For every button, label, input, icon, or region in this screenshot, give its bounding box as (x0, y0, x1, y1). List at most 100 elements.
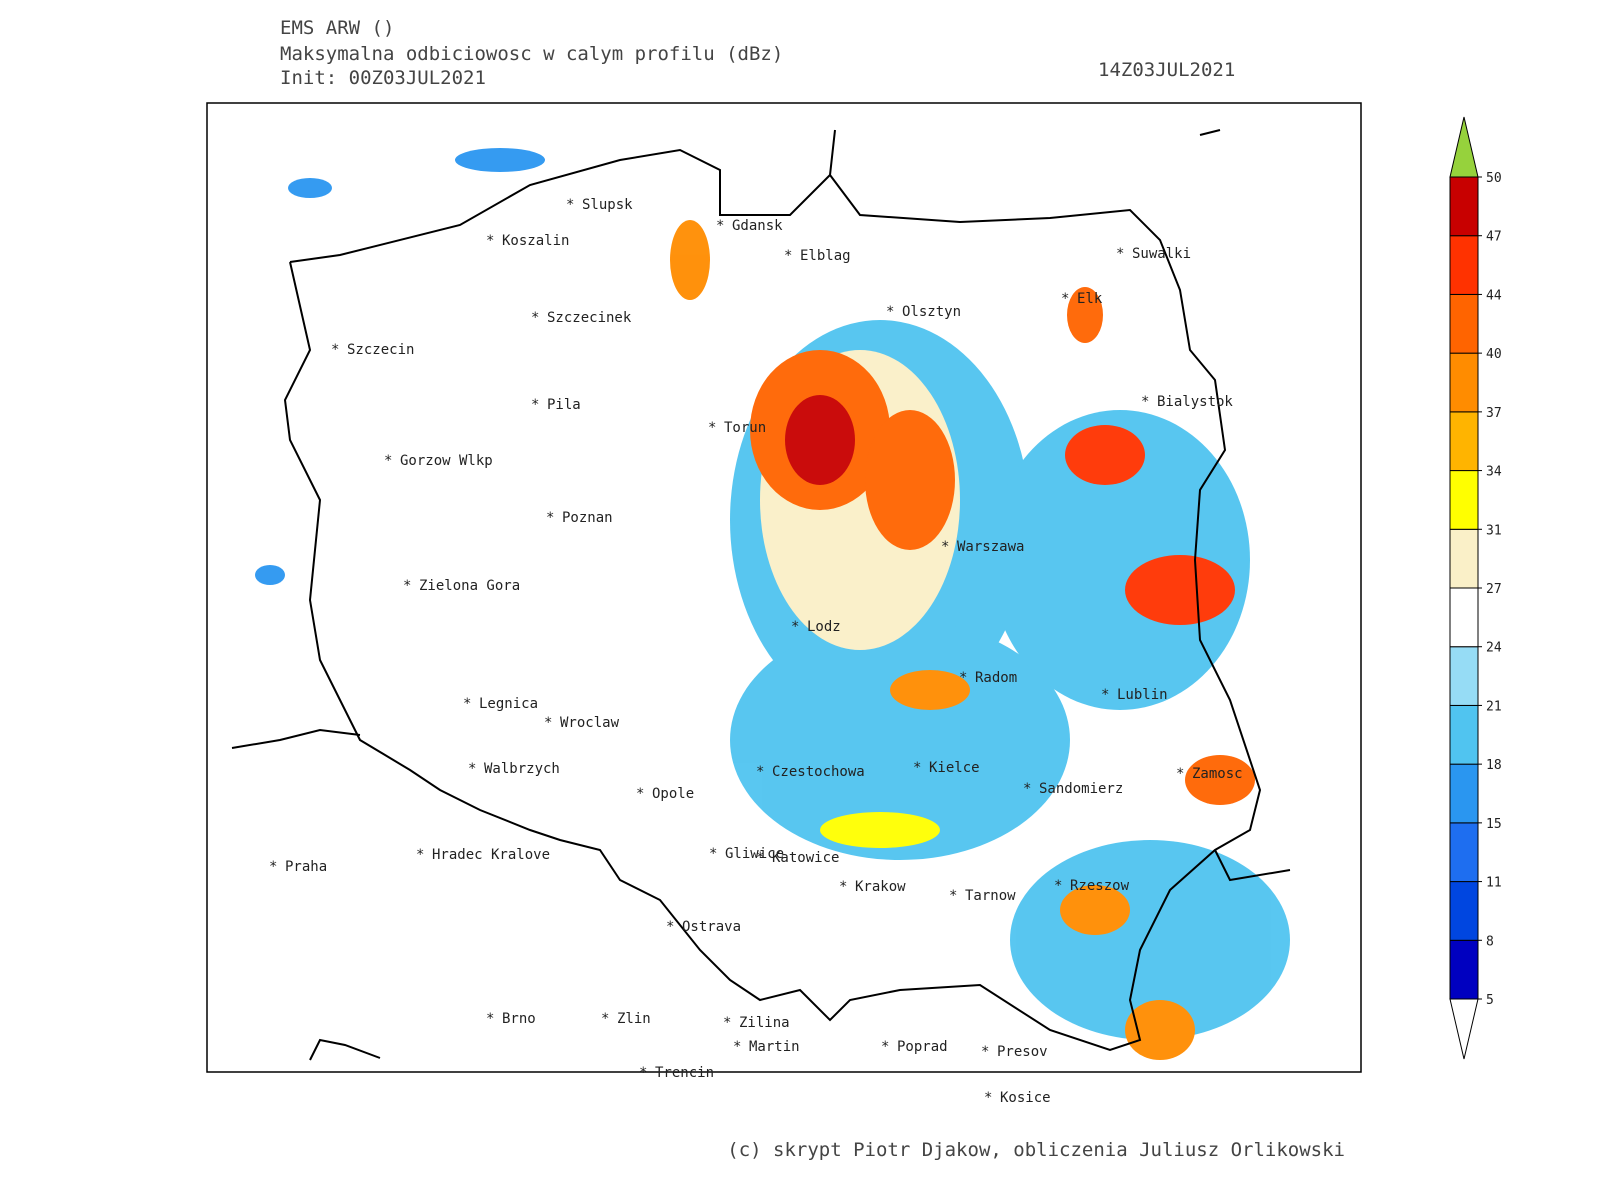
city-marker: * (463, 696, 471, 712)
colorbar-bin (1449, 411, 1479, 472)
colorbar-bin (1449, 704, 1479, 765)
colorbar-bin (1449, 235, 1479, 295)
city-marker: * (949, 888, 957, 904)
colorbar: 5 8 11 15 18 21 24 27 31 34 37 40 44 47 50 (1449, 116, 1502, 1060)
city-label: Lodz (807, 619, 841, 635)
city-marker: * (331, 342, 339, 358)
colorbar-bin (1449, 470, 1479, 530)
city-marker: * (733, 1039, 741, 1055)
city-marker: * (784, 248, 792, 264)
city-marker: * (1054, 878, 1062, 894)
colorbar-bin (1449, 763, 1479, 824)
colorbar-label: 27 (1486, 582, 1502, 597)
colorbar-label: 37 (1486, 406, 1502, 421)
city-marker: * (544, 715, 552, 731)
city-marker: * (941, 539, 949, 555)
city-label: Radom (975, 670, 1017, 686)
city-label: Sandomierz (1039, 781, 1123, 797)
city-marker: * (981, 1044, 989, 1060)
city-marker: * (531, 310, 539, 326)
city-label: Poprad (897, 1039, 948, 1055)
city-marker: * (403, 578, 411, 594)
header-line: Init: 00Z03JUL2021 (280, 67, 486, 89)
city-marker: * (1101, 687, 1109, 703)
city-label: Gorzow Wlkp (400, 453, 493, 469)
city-label: Torun (724, 420, 766, 436)
colorbar-label: 21 (1486, 699, 1502, 714)
city-marker: * (756, 850, 764, 866)
colorbar-bin (1449, 352, 1479, 413)
city-marker: * (708, 420, 716, 436)
city-label: Zielona Gora (419, 578, 520, 594)
city-marker: * (486, 233, 494, 249)
city-marker: * (913, 760, 921, 776)
city-label: Suwalki (1132, 246, 1191, 262)
city-label: Hradec Kralove (432, 847, 550, 863)
city-marker: * (1116, 246, 1124, 262)
city-label: Szczecinek (547, 310, 632, 326)
city-marker: * (886, 304, 894, 320)
city-label: Pila (547, 397, 581, 413)
city-marker: * (791, 619, 799, 635)
colorbar-under (1449, 998, 1479, 1060)
city-label: Legnica (479, 696, 538, 712)
colorbar-label: 18 (1486, 758, 1502, 773)
city-label: Gliwice (725, 846, 784, 862)
city-marker: * (959, 670, 967, 686)
city-marker: * (269, 859, 277, 875)
colorbar-label: 8 (1486, 934, 1494, 949)
city-marker: * (666, 919, 674, 935)
colorbar-bin (1449, 176, 1479, 237)
city-marker: * (486, 1011, 494, 1027)
city-label: Presov (997, 1044, 1048, 1060)
city-label: Wroclaw (560, 715, 620, 731)
city-label: Warszawa (957, 539, 1024, 555)
colorbar-label: 34 (1486, 465, 1502, 480)
colorbar-label: 11 (1486, 876, 1502, 891)
city-label: Slupsk (582, 197, 633, 213)
city-label: Walbrzych (484, 761, 560, 777)
city-label: Bialystok (1157, 394, 1233, 410)
header-line: EMS ARW () (280, 17, 394, 39)
city-label: Zlin (617, 1011, 651, 1027)
city-marker: * (881, 1039, 889, 1055)
colorbar-label: 50 (1486, 171, 1502, 186)
city-marker: * (756, 764, 764, 780)
colorbar-bin (1449, 587, 1479, 648)
city-label: Praha (285, 859, 327, 875)
header-line: Maksymalna odbiciowosc w calym profilu (… (280, 43, 783, 65)
city-label: Rzeszow (1070, 878, 1130, 894)
colorbar-label: 44 (1486, 288, 1502, 303)
city-label: Kosice (1000, 1090, 1051, 1106)
colorbar-bin (1449, 822, 1479, 883)
city-label: Kielce (929, 760, 980, 776)
city-label: Krakow (855, 879, 906, 895)
city-label: Szczecin (347, 342, 414, 358)
valid-time: 14Z03JUL2021 (1098, 59, 1235, 81)
city-label: Zilina (739, 1015, 790, 1031)
city-marker: * (1141, 394, 1149, 410)
city-marker: * (716, 218, 724, 234)
city-label: Martin (749, 1039, 800, 1055)
colorbar-label: 40 (1486, 347, 1502, 362)
city-label: Opole (652, 786, 694, 802)
city-marker: * (566, 197, 574, 213)
city-label: Koszalin (502, 233, 569, 249)
city-marker: * (984, 1090, 992, 1106)
colorbar-label: 15 (1486, 817, 1502, 832)
city-label: Brno (502, 1011, 536, 1027)
city-marker: * (416, 847, 424, 863)
colorbar-label: 31 (1486, 523, 1502, 538)
city-marker: * (384, 453, 392, 469)
colorbar-over (1449, 116, 1479, 178)
city-label: Czestochowa (772, 764, 865, 780)
city-marker: * (1176, 766, 1184, 782)
city-marker: * (839, 879, 847, 895)
city-marker: * (1061, 291, 1069, 307)
city-label: Olsztyn (902, 304, 961, 320)
city-marker: * (1023, 781, 1031, 797)
city-marker: * (468, 761, 476, 777)
city-label: Elblag (800, 248, 851, 264)
